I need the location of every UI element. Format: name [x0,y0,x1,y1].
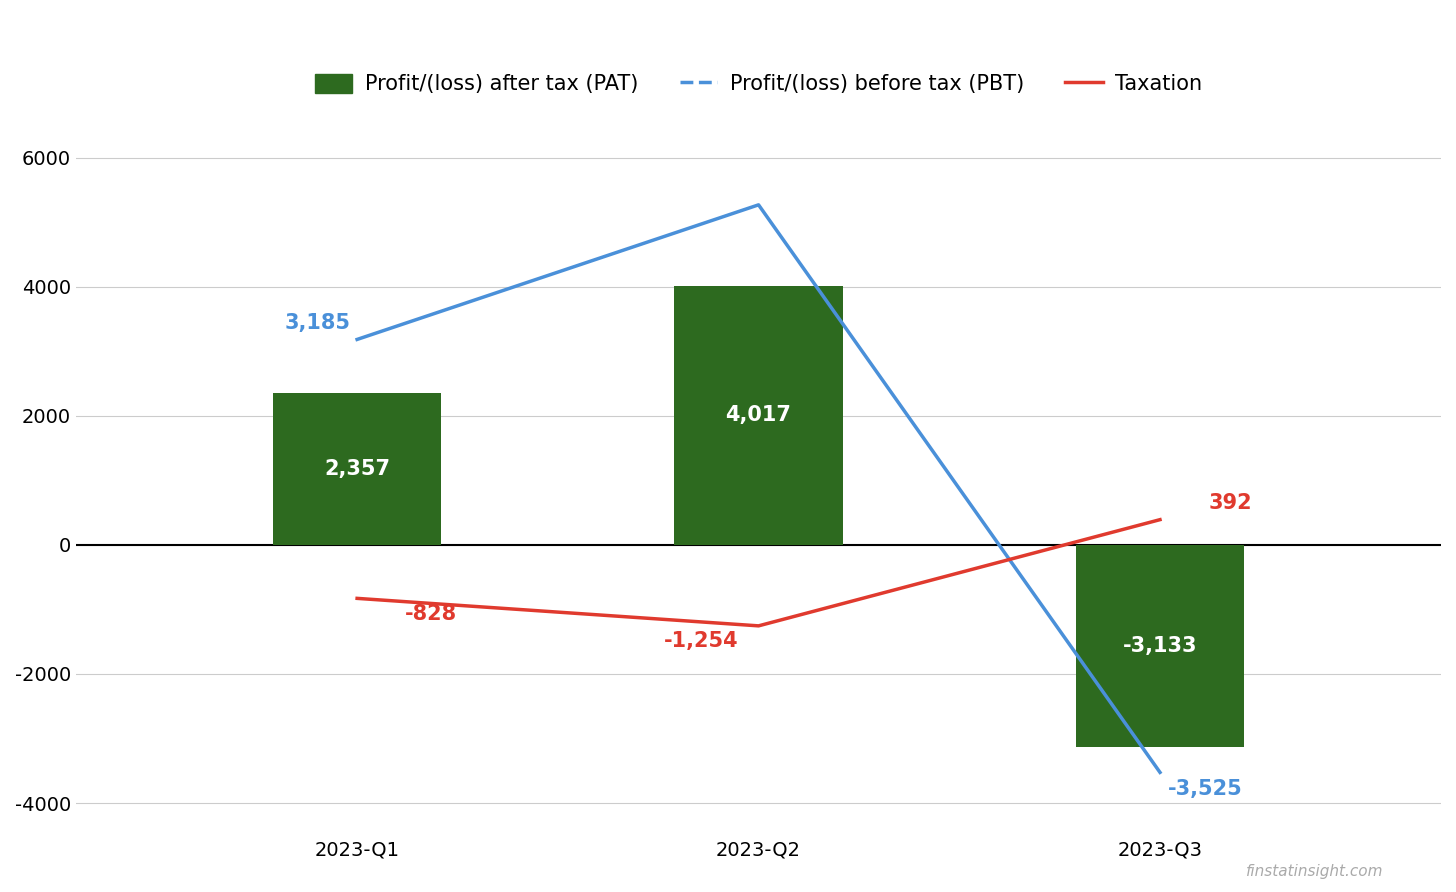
Legend: Profit/(loss) after tax (PAT), Profit/(loss) before tax (PBT), Taxation: Profit/(loss) after tax (PAT), Profit/(l… [306,65,1211,103]
Text: 392: 392 [1208,493,1252,513]
Text: 3,185: 3,185 [285,313,351,333]
Text: 4,017: 4,017 [725,405,792,425]
Bar [1076,545,1245,747]
Text: -3,133: -3,133 [1123,636,1197,656]
Text: 2,357: 2,357 [325,458,390,479]
Text: -1,254: -1,254 [664,631,738,651]
Text: -828: -828 [405,604,457,624]
Bar [272,392,441,545]
Text: -3,525: -3,525 [1168,780,1243,799]
Text: finstatinsight.com: finstatinsight.com [1246,863,1383,879]
Bar [674,285,843,545]
